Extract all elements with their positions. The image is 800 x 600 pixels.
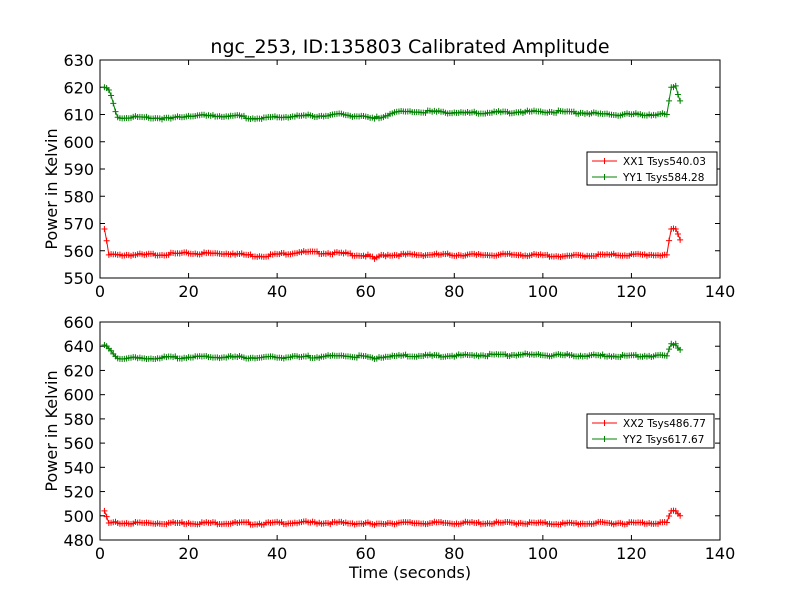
bottom-x-tick-label: 20 [178,544,198,563]
top-y-tick-label: 630 [63,51,94,70]
top-data-point [105,86,112,93]
top-data-point [112,108,119,115]
bottom-y-tick-label: 560 [63,434,94,453]
top-x-tick-label: 60 [356,282,376,301]
top-data-point [108,92,115,99]
top-legend-marker [601,174,608,180]
top-data-point [666,237,673,244]
bottom-y-tick-label: 480 [63,531,94,550]
figure-title: ngc_253, ID:135803 Calibrated Amplitude [210,36,609,58]
bottom-y-tick-label: 640 [63,337,94,356]
bottom-y-tick-label: 520 [63,483,94,502]
top-legend-label: XX1 Tsys540.03 [623,156,706,168]
bottom-y-tick-label: 500 [63,507,94,526]
bottom-data-point [677,346,684,353]
top-y-tick-label: 580 [63,187,94,206]
top-series [101,82,684,262]
bottom-legend: XX2 Tsys486.77 YY2 Tsys617.67 [586,413,715,449]
bottom-x-tick-label: 40 [267,544,287,563]
top-legend-marker [601,158,608,164]
bottom-axes: 0 20 40 60 80 100 120 140 480 500 520 540 560 580 600 6… [63,313,735,563]
bottom-y-tick-label: 540 [63,458,94,477]
top-data-point [677,236,684,243]
top-y-tick-label: 600 [63,133,94,152]
top-data-point [674,91,681,98]
bottom-x-tick-label: 80 [444,544,464,563]
top-data-point [110,100,117,107]
top-data-point [674,230,681,237]
top-legend-label: YY1 Tsys584.28 [622,172,704,184]
top-x-tick-label: 100 [528,282,559,301]
top-legend: XX1 Tsys540.03 YY1 Tsys584.28 [586,151,718,186]
bottom-x-tick-label: 140 [705,544,736,563]
top-y-tick-label: 610 [63,106,94,125]
bottom-data-point [103,513,110,520]
bottom-series [101,340,684,528]
bottom-data-point [666,512,673,519]
top-data-point [666,97,673,104]
bottom-y-tick-label: 600 [63,386,94,405]
top-y-tick-label: 570 [63,215,94,234]
bottom-legend-label: XX2 Tsys486.77 [623,418,706,430]
top-data-point [672,225,679,232]
top-y-tick-label: 590 [63,160,94,179]
top-data-point [663,111,670,118]
top-data-point [663,251,670,258]
bottom-x-tick-label: 120 [616,544,647,563]
bottom-data-point [677,512,684,519]
bottom-subplot: 0 20 40 60 80 100 120 140 480 500 520 540 560 580 600 6… [42,313,735,563]
bottom-legend-marker [601,420,608,426]
bottom-y-tick-label: 580 [63,410,94,429]
bottom-data-point [101,507,108,514]
top-y-tick-label: 550 [63,269,94,288]
bottom-x-tick-label: 60 [356,544,376,563]
top-x-tick-label: 20 [178,282,198,301]
bottom-legend-label: YY2 Tsys617.67 [622,434,704,446]
bottom-data-point [672,340,679,347]
top-x-tick-label: 140 [705,282,736,301]
top-axes: 0 20 40 60 80 100 120 140 550 560 570 580 590 600 610 6… [63,51,735,301]
top-data-point [101,225,108,232]
top-x-tick-label: 0 [95,282,105,301]
top-x-tick-label: 120 [616,282,647,301]
top-y-tick-label: 560 [63,242,94,261]
x-axis-label: Time (seconds) [348,563,471,582]
bottom-x-tick-label: 0 [95,544,105,563]
bottom-data-point [108,347,115,354]
top-data-point [103,237,110,244]
bottom-y-tick-label: 660 [63,313,94,332]
top-data-point [677,97,684,104]
bottom-data-point [663,519,670,526]
bottom-data-point [663,352,670,359]
top-y-tick-label: 620 [63,78,94,97]
top-x-tick-label: 80 [444,282,464,301]
bottom-legend-box [586,413,715,449]
bottom-plot-frame [99,321,721,541]
top-x-tick-label: 40 [267,282,287,301]
top-legend-box [586,151,718,186]
bottom-legend-marker [601,436,608,442]
bottom-data-point [666,346,673,353]
top-subplot: 0 20 40 60 80 100 120 140 550 560 570 580 590 600 610 6… [42,51,735,301]
bottom-y-tick-label: 620 [63,361,94,380]
bottom-y-axis-label: Power in Kelvin [42,370,61,491]
bottom-x-tick-label: 100 [528,544,559,563]
top-data-point [672,82,679,89]
top-y-axis-label: Power in Kelvin [42,128,61,249]
